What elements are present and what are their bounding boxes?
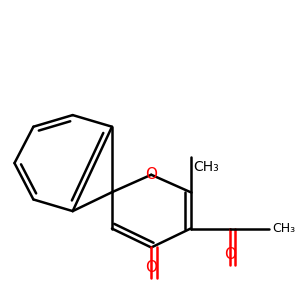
Text: O: O: [145, 167, 157, 182]
Text: O: O: [224, 247, 236, 262]
Text: CH₃: CH₃: [272, 222, 295, 235]
Text: CH₃: CH₃: [194, 160, 219, 174]
Text: O: O: [145, 260, 157, 275]
